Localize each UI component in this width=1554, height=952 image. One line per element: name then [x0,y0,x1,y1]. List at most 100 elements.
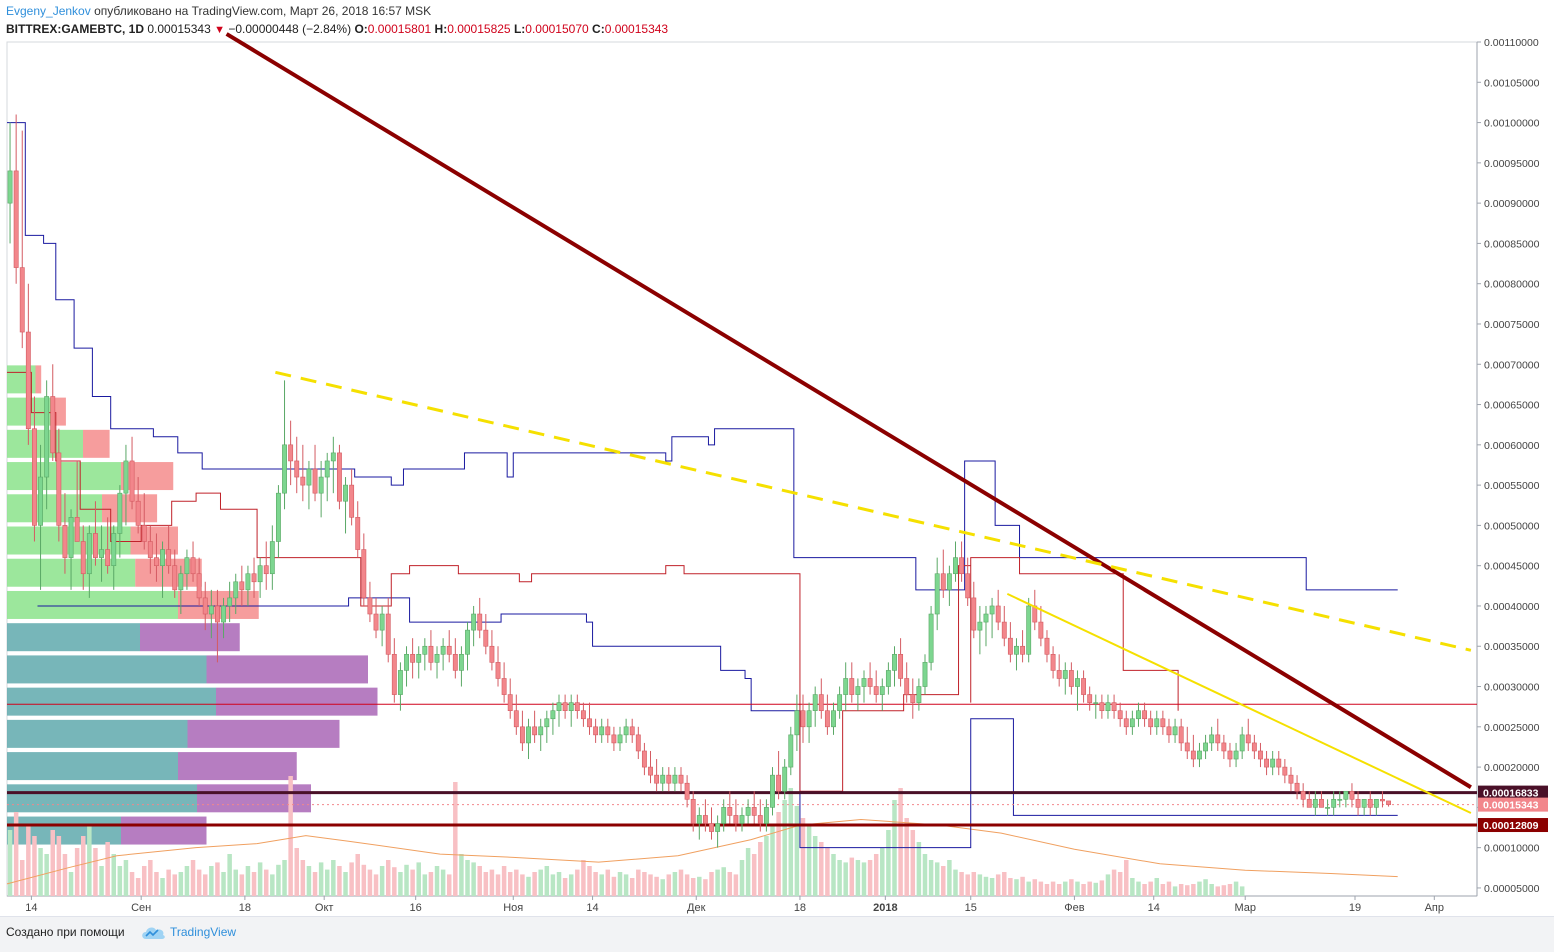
volume-bar [129,872,135,896]
volume-bar [617,872,623,896]
volume-bar [251,872,257,896]
volume-bar [1044,884,1050,896]
ma-line [6,818,1398,885]
volume-bar [995,874,1001,896]
volume-bar [751,854,757,896]
volume-bar [337,866,342,896]
candle-body [1337,799,1343,801]
volume-bar [202,874,208,896]
candle-body [995,605,1001,623]
candle-body [263,565,269,575]
candle-body [1251,742,1257,752]
candle-body [56,452,62,526]
candle-body [324,460,330,478]
profile-down-segment [83,429,110,458]
candle-body [471,613,477,631]
volume-bar [690,878,696,896]
volume-bar [642,872,647,896]
candle-body [904,678,910,695]
volume-bar [629,878,635,896]
volume-bar [977,874,983,896]
candles [7,114,1391,848]
volume-bar [697,876,702,896]
x-tick-label: 14 [586,902,598,914]
volume-bar [648,874,653,896]
candle-body [635,734,641,752]
x-tick-label: 19 [1349,902,1361,914]
volume-bar [1166,881,1172,896]
tradingview-cloud-icon[interactable] [140,922,166,942]
candle-body [416,654,422,663]
volume-bar [873,854,879,896]
candle-body [574,702,580,711]
candle-body [867,678,873,687]
candle-body [7,170,13,204]
candle-body [1136,710,1141,720]
y-tick-label: 0.00065000 [1484,400,1540,412]
y-tick-label: 0.00025000 [1484,722,1540,734]
volume-bar [117,866,123,896]
volume-bar [398,872,403,896]
volume-bar [733,874,739,896]
volume-bar [318,862,324,896]
volume-bar [636,869,641,896]
candle-body [1117,710,1123,720]
volume-bar [654,876,659,896]
volume-bar [148,860,153,896]
volume-bar [1008,878,1013,896]
candle-body [1349,790,1355,800]
volume-bar [1038,881,1044,896]
volume-bar [1203,879,1208,896]
candle-body [74,517,80,542]
candle-body [1093,702,1099,704]
candle-body [1197,750,1202,760]
author-link[interactable]: Evgeny_Jenkov [6,4,91,18]
volume-bar [1185,885,1190,896]
y-tick-label: 0.00050000 [1484,520,1540,532]
candle-body [190,557,196,575]
volume-bar [428,872,434,896]
candle-body [1221,742,1227,752]
candle-body [806,710,812,728]
volume-bar [526,876,531,896]
volume-bar [611,876,617,896]
volume-bar [1130,878,1135,896]
y-tick-label: 0.00085000 [1484,238,1540,250]
candle-body [1380,799,1385,802]
candle-body [971,597,977,631]
candle-body [1312,799,1318,808]
y-tick-label: 0.00040000 [1484,601,1540,613]
price-chart[interactable]: 0.00110000 0.00105000 0.00100000 0.00095000… [0,0,1554,916]
candle-body [1148,718,1154,728]
volume-bar [300,860,306,896]
volume-bar [593,872,598,896]
y-tick-label: 0.00095000 [1484,158,1540,170]
volume-bar [1056,884,1062,896]
volume-bar [965,874,970,896]
candle-body [727,807,733,816]
volume-bar [38,848,43,896]
candle-body [1294,782,1300,792]
candle-body [702,815,708,824]
candle-body [1105,702,1111,711]
profile-up-segment [7,784,197,813]
candle-body [1300,790,1306,800]
volume-bar [1087,881,1092,896]
candle-body [873,686,879,695]
candle-body [696,815,702,824]
candle-body [282,444,287,494]
candle-body [440,645,446,655]
candle-body [831,710,836,728]
x-tick-label: 2018 [873,902,897,914]
candle-body [983,613,989,623]
candle-body [1160,718,1166,728]
volume-bar [556,872,562,896]
profile-down-segment [54,397,66,426]
volume-bar [361,864,367,896]
volume-bar [575,869,580,896]
candle-body [1264,758,1269,768]
tradingview-link[interactable]: TradingView [170,925,237,939]
candle-body [1373,799,1379,808]
candle-body [1209,734,1215,744]
volume-bar [355,854,360,896]
